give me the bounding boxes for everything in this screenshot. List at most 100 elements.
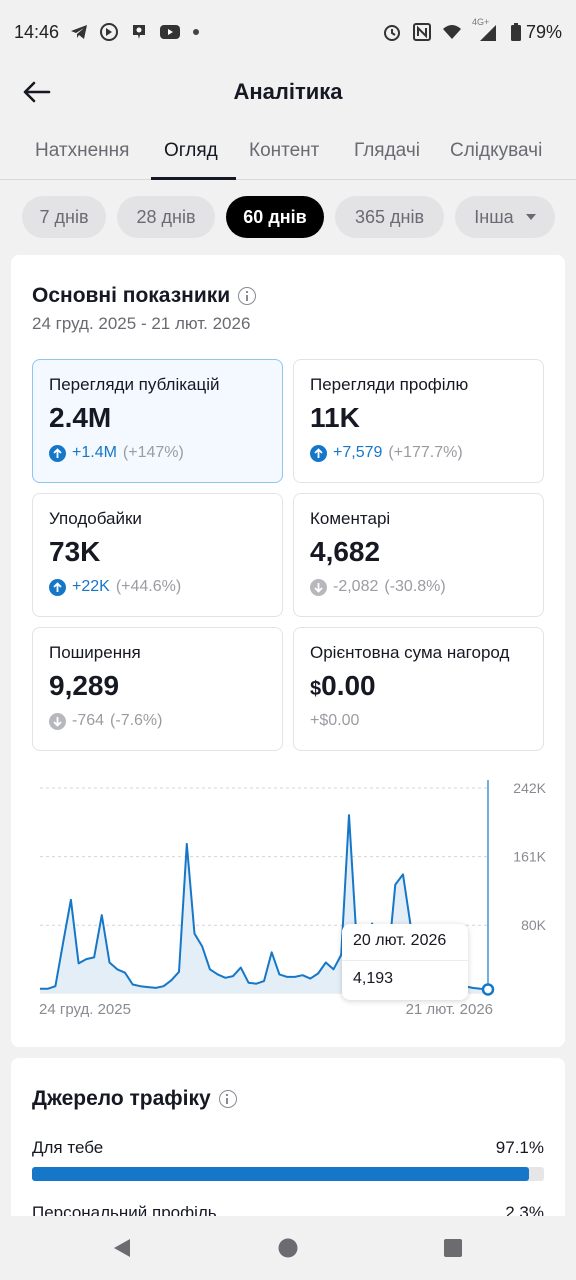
- back-button[interactable]: [14, 74, 58, 110]
- metric-change: +$0.00: [310, 712, 527, 730]
- metric-post-views[interactable]: Перегляди публікацій 2.4M +1.4M (+147%): [32, 359, 283, 483]
- tab-viewers[interactable]: Глядачі: [354, 140, 420, 161]
- metric-amount: 0.00: [321, 670, 376, 701]
- tab-bar: Натхнення Огляд Контент Глядачі Слідкува…: [0, 130, 576, 180]
- change-value: -764: [72, 712, 105, 729]
- arrow-up-circle-icon: [49, 578, 66, 596]
- range-label: 60 днів: [243, 206, 307, 227]
- range-label: 7 днів: [39, 206, 89, 227]
- metric-value: $0.00: [310, 670, 527, 702]
- tab-inspiration[interactable]: Натхнення: [35, 140, 130, 161]
- date-range-selector: 7 днів 28 днів 60 днів 365 днів Інша: [22, 196, 562, 240]
- metric-change: -764 (-7.6%): [49, 712, 266, 730]
- battery-level: 79%: [525, 21, 562, 42]
- arrow-down-circle-icon: [310, 578, 327, 596]
- metric-value: 4,682: [310, 536, 381, 567]
- info-icon[interactable]: [218, 1090, 237, 1108]
- y-tick-label: 161K: [513, 849, 546, 865]
- info-icon[interactable]: [238, 287, 257, 305]
- battery-icon: [510, 23, 521, 41]
- system-nav-bar: [0, 1216, 576, 1280]
- metric-value: 73K: [49, 536, 101, 567]
- metric-estimated-rewards[interactable]: Орієнтовна сума нагород $0.00 +$0.00: [293, 627, 544, 751]
- change-value: +22K: [72, 578, 110, 595]
- key-metrics-title-row: Основні показники: [32, 284, 257, 308]
- metric-label: Перегляди профілю: [310, 375, 469, 394]
- metric-label: Коментарі: [310, 509, 391, 528]
- dot-icon: [193, 29, 200, 35]
- network-type: 4G+: [471, 17, 490, 27]
- tooltip-date: 20 лют. 2026: [353, 932, 447, 949]
- range-7-days-button[interactable]: 7 днів: [22, 196, 106, 238]
- chart-selected-point[interactable]: [481, 983, 495, 996]
- youtube-icon: [160, 25, 181, 39]
- section-title: Основні показники: [32, 284, 231, 307]
- arrow-down-circle-icon: [49, 712, 66, 730]
- signal-icon: 4G+: [472, 17, 500, 43]
- alarm-icon: [383, 25, 400, 41]
- change-value: -2,082: [333, 578, 379, 595]
- back-triangle-icon[interactable]: [110, 1236, 134, 1260]
- page-title: Аналітика: [233, 79, 343, 104]
- change-percent: (+147%): [122, 444, 184, 461]
- key-metrics-card: Основні показники 24 груд. 2025 - 21 лют…: [11, 255, 565, 1047]
- range-60-days-button[interactable]: 60 днів: [226, 196, 324, 238]
- metric-label: Поширення: [49, 643, 141, 662]
- x-tick-label: 21 лют. 2026: [406, 1001, 493, 1018]
- chart-tooltip: 20 лют. 2026 4,193: [342, 924, 468, 1000]
- metric-likes[interactable]: Уподобайки 73K +22K (+44.6%): [32, 493, 283, 617]
- app-bar: Аналітика: [0, 64, 576, 120]
- status-time: 14:46: [14, 21, 60, 42]
- traffic-title-row: Джерело трафіку: [32, 1087, 237, 1111]
- change-value: +1.4M: [72, 444, 117, 461]
- arrow-left-icon: [23, 81, 51, 103]
- change-percent: (+177.7%): [388, 444, 463, 461]
- metric-label: Уподобайки: [49, 509, 142, 528]
- tab-content[interactable]: Контент: [249, 140, 320, 161]
- recents-square-icon[interactable]: [441, 1236, 465, 1260]
- tooltip-value: 4,193: [353, 970, 394, 987]
- active-tab-indicator: [151, 177, 236, 180]
- wifi-icon: [442, 25, 461, 39]
- change-value: +$0.00: [310, 712, 360, 729]
- metric-label: Орієнтовна сума нагород: [310, 643, 510, 662]
- date-range-label: 24 груд. 2025 - 21 лют. 2026: [32, 314, 251, 333]
- views-chart[interactable]: 242K 161K 80K 24 груд. 2025 21 лют. 2026 20 …: [32, 777, 552, 1027]
- x-tick-label: 24 груд. 2025: [39, 1001, 131, 1018]
- nfc-icon: [412, 23, 431, 41]
- chart-canvas: 242K 161K 80K 24 груд. 2025 21 лют. 2026: [39, 780, 547, 1018]
- traffic-bar-track: [32, 1167, 544, 1181]
- status-bar: 14:46 4G+ 79%: [0, 0, 576, 64]
- change-percent: (-30.8%): [384, 578, 446, 595]
- metric-shares[interactable]: Поширення 9,289 -764 (-7.6%): [32, 627, 283, 751]
- change-percent: (+44.6%): [115, 578, 182, 595]
- metric-comments[interactable]: Коментарі 4,682 -2,082 (-30.8%): [293, 493, 544, 617]
- range-28-days-button[interactable]: 28 днів: [117, 196, 215, 238]
- telegram-icon: [71, 25, 88, 39]
- range-365-days-button[interactable]: 365 днів: [335, 196, 444, 238]
- metric-change: +7,579 (+177.7%): [310, 444, 527, 462]
- currency-symbol: $: [310, 678, 322, 700]
- traffic-source-label: Для тебе: [32, 1138, 104, 1157]
- arrow-up-circle-icon: [310, 444, 327, 462]
- home-circle-icon[interactable]: [276, 1236, 300, 1260]
- metric-value: 2.4M: [49, 402, 112, 433]
- sync-icon: [100, 23, 119, 41]
- range-custom-dropdown[interactable]: Інша: [455, 196, 555, 238]
- traffic-source-row: Для тебе 97.1%: [32, 1138, 544, 1158]
- change-percent: (-7.6%): [110, 712, 163, 729]
- notification-icon: [133, 25, 146, 39]
- range-label: Інша: [474, 206, 514, 227]
- metric-change: +1.4M (+147%): [49, 444, 266, 462]
- metric-profile-views[interactable]: Перегляди профілю 11K +7,579 (+177.7%): [293, 359, 544, 483]
- tab-followers[interactable]: Слідкувачі: [450, 140, 543, 161]
- traffic-source-value: 97.1%: [495, 1138, 544, 1157]
- change-value: +7,579: [333, 444, 383, 461]
- section-title: Джерело трафіку: [32, 1087, 211, 1110]
- traffic-bar-fill: [32, 1167, 530, 1181]
- metric-label: Перегляди публікацій: [49, 375, 220, 394]
- metric-value: 9,289: [49, 670, 120, 701]
- tab-overview[interactable]: Огляд: [164, 140, 218, 161]
- arrow-up-circle-icon: [49, 444, 66, 462]
- tooltip-divider: [342, 960, 468, 961]
